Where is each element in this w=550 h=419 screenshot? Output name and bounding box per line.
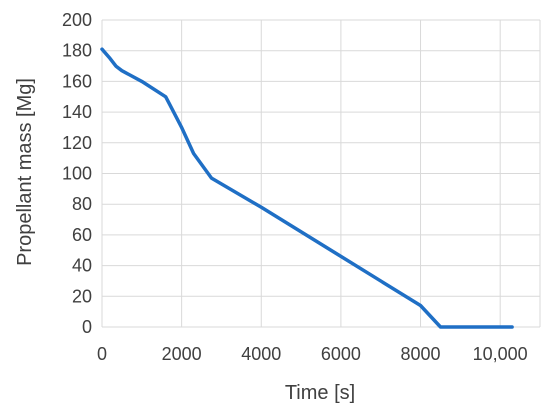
x-tick-label-8000: 8000 — [401, 344, 441, 364]
y-tick-label-20: 20 — [72, 286, 92, 306]
y-tick-label-0: 0 — [82, 317, 92, 337]
y-tick-label-60: 60 — [72, 225, 92, 245]
series-line-0 — [100, 47, 514, 329]
x-axis-ticks: 0 2000 4000 6000 8000 10,000 — [97, 344, 528, 364]
y-tick-label-180: 180 — [62, 41, 92, 61]
y-axis-ticks: 0 20 40 60 80 100 120 140 160 180 200 — [62, 10, 92, 337]
y-tick-label-200: 200 — [62, 10, 92, 30]
series-layer — [100, 47, 514, 329]
y-tick-label-100: 100 — [62, 164, 92, 184]
x-axis-title: Time [s] — [285, 382, 355, 404]
gridlines — [101, 19, 541, 328]
y-tick-label-160: 160 — [62, 71, 92, 91]
y-tick-label-140: 140 — [62, 102, 92, 122]
x-tick-label-2000: 2000 — [162, 344, 202, 364]
y-tick-label-40: 40 — [72, 256, 92, 276]
x-tick-label-4000: 4000 — [241, 344, 281, 364]
y-tick-label-80: 80 — [72, 194, 92, 214]
x-tick-label-0: 0 — [97, 344, 107, 364]
y-axis-title: Propellant mass [Mg] — [14, 78, 36, 266]
x-tick-label-6000: 6000 — [321, 344, 361, 364]
y-tick-label-120: 120 — [62, 133, 92, 153]
x-tick-label-10000: 10,000 — [473, 344, 528, 364]
